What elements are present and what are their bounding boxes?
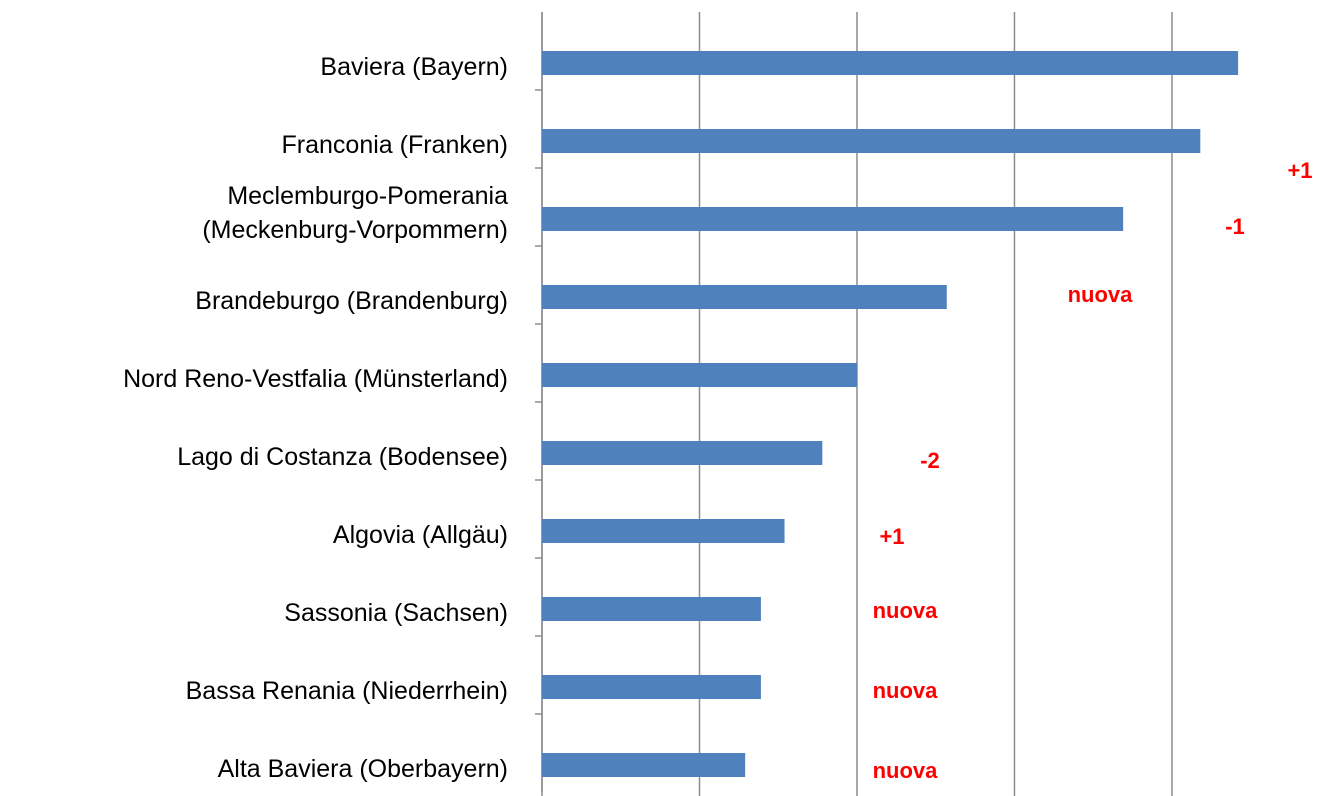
rank-change: nuova [873, 678, 939, 703]
rank-change: +1 [879, 524, 904, 549]
bar [542, 675, 761, 699]
category-label: Alta Baviera (Oberbayern) [217, 755, 508, 783]
bar [542, 753, 746, 777]
rank-change: nuova [873, 758, 939, 783]
bar [542, 519, 785, 543]
bar [542, 129, 1201, 153]
category-label: Bassa Renania (Niederrhein) [185, 677, 508, 705]
rank-change: -2 [920, 448, 940, 473]
bar [542, 285, 947, 309]
category-label: Meclemburgo-Pomerania (Meckenburg-Vorpom… [202, 182, 508, 244]
category-label: Brandeburgo (Brandenburg) [195, 287, 508, 315]
category-label: Franconia (Franken) [281, 131, 508, 159]
category-label: Sassonia (Sachsen) [284, 599, 508, 627]
rank-change: +1 [1287, 158, 1312, 183]
category-label: Baviera (Bayern) [320, 53, 508, 81]
bar [542, 51, 1239, 75]
rank-change: nuova [873, 598, 939, 623]
category-label: Lago di Costanza (Bodensee) [177, 443, 508, 471]
rank-change: nuova [1068, 282, 1134, 307]
bar [542, 207, 1124, 231]
category-label: Nord Reno-Vestfalia (Münsterland) [123, 365, 508, 393]
category-label: Algovia (Allgäu) [332, 521, 508, 549]
bar [542, 363, 857, 387]
rank-change: -1 [1225, 214, 1245, 239]
bar [542, 597, 761, 621]
bar [542, 441, 823, 465]
